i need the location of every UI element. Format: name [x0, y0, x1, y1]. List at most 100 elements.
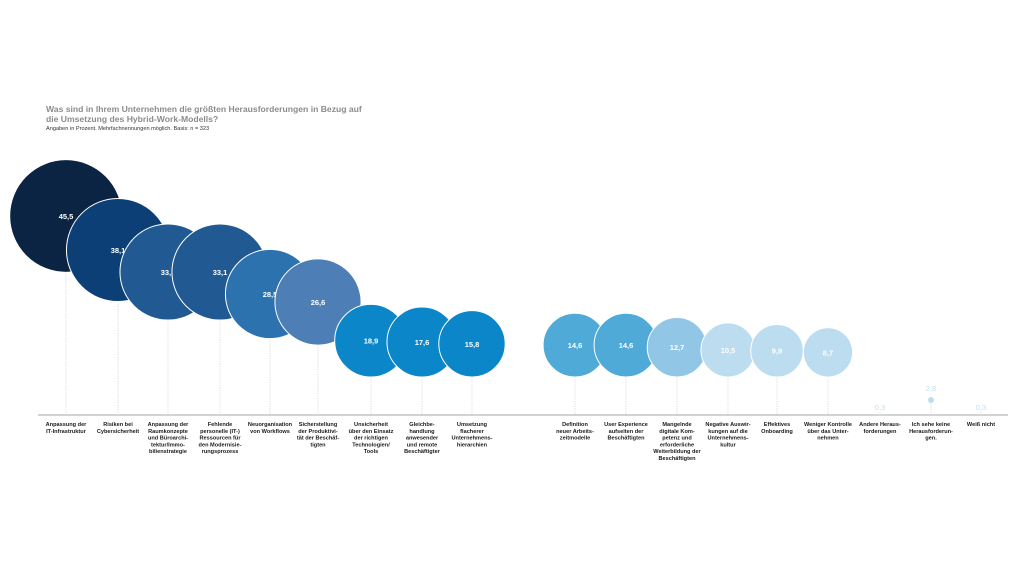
value-label: 38,1 — [111, 246, 126, 255]
category-label: Sicherstellung der Produktivi-tät der Bes… — [297, 422, 339, 448]
category-label-line: hierarchien — [457, 442, 488, 448]
bubble-group: 0,3 Weiß nicht — [967, 403, 995, 428]
value-label: 12,7 — [670, 343, 685, 352]
category-label: Definition neuer Arbeits-zeitmodelle — [556, 422, 594, 442]
value-label: 26,6 — [311, 298, 326, 307]
category-label-line: Effektives — [764, 422, 790, 428]
category-label-line: Herausforderun- — [909, 429, 953, 435]
value-label: 33,1 — [213, 268, 228, 277]
category-label-line: aufseiten der — [609, 429, 645, 435]
category-label-line: rungsprozess — [202, 449, 239, 455]
category-label: Weiß nicht — [967, 422, 995, 428]
category-label: Ich sehe keine Herausforderun-gen. — [909, 422, 953, 442]
category-label-line: von Workflows — [250, 429, 290, 435]
category-label-line: Unternehmens- — [451, 436, 492, 442]
value-label: 18,9 — [364, 337, 379, 346]
bubble — [802, 327, 854, 378]
value-label: 8,7 — [823, 348, 833, 357]
category-label-line: Andere Heraus- — [859, 422, 901, 428]
value-label: 0,3 — [875, 403, 885, 412]
value-label: 2,8 — [926, 384, 936, 393]
category-label: Effektives Onboarding — [761, 422, 793, 435]
category-label-line: digitale Kom- — [659, 429, 695, 435]
value-label: 45,5 — [59, 212, 74, 221]
value-label: 15,8 — [465, 340, 480, 349]
category-label-line: Sicherstellung — [299, 422, 338, 428]
category-label-line: der Produktivi- — [298, 429, 338, 435]
bubble-group: 10,5 Negative Auswir-kungen auf die Untern… — [700, 322, 756, 448]
category-label-line: Negative Auswir- — [705, 422, 750, 428]
bubble-group: 9,9 Effektives Onboarding — [750, 323, 804, 435]
category-label-line: Beschäftigter — [404, 449, 441, 455]
category-label-line: handlung — [409, 429, 435, 435]
value-label: 14,6 — [568, 341, 583, 350]
category-label-line: Neuorganisation — [248, 422, 293, 428]
category-label: User Experience aufseiten der Beschäftigte… — [604, 422, 648, 442]
category-label: Neuorganisation von Workflows — [248, 422, 293, 435]
category-label-line: Gleichbe- — [409, 422, 435, 428]
value-label: 14,6 — [619, 341, 634, 350]
value-label: 17,6 — [415, 338, 430, 347]
category-label-line: nehmen — [817, 436, 839, 442]
category-label-line: Definition — [562, 422, 588, 428]
value-label: 10,5 — [721, 346, 736, 355]
category-label-line: petenz und — [662, 436, 692, 442]
value-label: 33,1 — [161, 268, 176, 277]
category-label-line: und remote — [407, 442, 437, 448]
category-label: Anpassung der IT-Infrastruktur — [46, 422, 88, 435]
category-label-line: kungen auf die — [708, 429, 747, 435]
category-label-line: Weiß nicht — [967, 422, 995, 428]
category-label-line: der richtigen — [354, 436, 388, 442]
category-label-line: über das Unter- — [807, 429, 848, 435]
bubble-group: 17,6 Gleichbe-handlung anwesender und remot… — [386, 306, 458, 455]
category-label-line: tektur/Immo- — [151, 442, 185, 448]
bubble — [438, 310, 506, 378]
category-label-line: den Modernisie- — [199, 442, 242, 448]
category-label: Risiken bei Cybersicherheit — [97, 422, 139, 435]
category-label-line: User Experience — [604, 422, 648, 428]
bubble-group: 2,8 Ich sehe keine Herausforderun-gen. — [909, 384, 953, 442]
category-label-line: Anpassung der — [46, 422, 88, 428]
category-label-line: Unternehmens- — [707, 436, 748, 442]
category-label-line: Weniger Kontrolle — [804, 422, 852, 428]
category-label-line: Beschäftigten — [608, 436, 646, 442]
bubble — [928, 397, 934, 403]
bubble-group: 15,8 Umsetzung flacherer Unternehmens-hiera… — [438, 310, 506, 448]
category-label-line: forderungen — [864, 429, 898, 435]
category-label-line: und Büroarchi- — [148, 436, 188, 442]
category-label-line: zeitmodelle — [560, 436, 590, 442]
category-label: Negative Auswir-kungen auf die Unternehme… — [705, 422, 750, 448]
category-label-line: tigten — [310, 442, 326, 448]
category-label: Unsicherheit über den Einsatz der richtige… — [349, 422, 394, 455]
category-label-line: Weiterbildung der — [653, 449, 701, 455]
category-label: Andere Heraus-forderungen — [859, 422, 901, 435]
category-label-line: Ressourcen für — [199, 436, 241, 442]
category-label: Anpassung der Raumkonzepte und Büroarchi-t… — [148, 422, 190, 455]
bubble-group: 14,6 User Experience aufseiten der Beschäft… — [593, 312, 659, 442]
category-label-line: neuer Arbeits- — [556, 429, 594, 435]
category-label-line: Umsetzung — [457, 422, 488, 428]
value-label: 28,5 — [263, 290, 278, 299]
category-label-line: personelle (IT-) — [200, 429, 240, 435]
category-label-line: tät der Beschäf- — [297, 436, 339, 442]
value-label: 0,3 — [976, 403, 986, 412]
category-label-line: Unsicherheit — [354, 422, 388, 428]
category-label-line: gen. — [925, 436, 937, 442]
bubble-group: 0,3 Andere Heraus-forderungen — [859, 403, 901, 435]
bubble-group: 8,7 Weniger Kontrolle über das Unter-nehme… — [802, 327, 854, 442]
category-label-line: Onboarding — [761, 429, 793, 435]
category-label-line: kultur — [720, 442, 736, 448]
category-label-line: Raumkonzepte — [148, 429, 188, 435]
value-label: 9,9 — [772, 347, 782, 356]
category-label-line: über den Einsatz — [349, 429, 394, 435]
category-label-line: Risiken bei — [103, 422, 133, 428]
category-label-line: Beschäftigten — [659, 456, 697, 462]
title-block: Was sind in Ihrem Unternehmen die größte… — [46, 104, 466, 132]
category-label-line: Mangelnde — [662, 422, 691, 428]
category-label-line: erforderliche — [660, 442, 694, 448]
category-label-line: IT-Infrastruktur — [46, 429, 87, 435]
category-label-line: Fehlende — [208, 422, 233, 428]
chart-title: Was sind in Ihrem Unternehmen die größte… — [46, 104, 362, 124]
category-label-line: anwesender — [406, 436, 439, 442]
category-label: Fehlende personelle (IT-) Ressourcen für de… — [199, 422, 242, 455]
